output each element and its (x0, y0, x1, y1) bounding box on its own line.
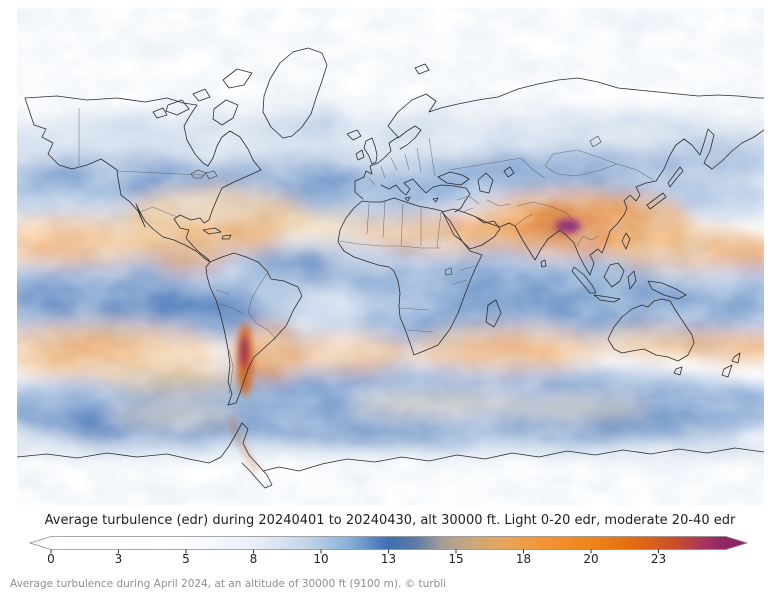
colorbar-svg (28, 536, 749, 554)
coast-black-sea (437, 171, 470, 186)
coast-asia (475, 128, 764, 276)
turbulence-hotspots (229, 219, 581, 471)
lakes (190, 135, 602, 276)
map-canvas (17, 8, 764, 505)
colorbar-tick-label: 20 (583, 552, 599, 566)
colorbar (0, 536, 780, 556)
coast-greenland (262, 47, 328, 139)
colorbar-tick-label: 23 (650, 552, 667, 566)
coast-africa (337, 197, 483, 356)
coast-japan (646, 166, 684, 210)
colorbar-tick-label: 5 (182, 552, 190, 566)
colorbar-tick-label: 15 (448, 552, 464, 566)
hotspot-andes-core (239, 336, 249, 368)
coast-australia (607, 298, 695, 362)
coast-southeast-asia-islands (571, 232, 687, 303)
colorbar-gradient-bar (28, 536, 749, 550)
colorbar-tick-label: 8 (249, 552, 258, 566)
coastlines (17, 47, 764, 489)
coast-europe-arctic-russia (354, 77, 764, 200)
coast-north-america (24, 95, 262, 263)
colorbar-tick-label: 18 (515, 552, 532, 566)
coast-caribbean (202, 227, 232, 240)
colorbar-tick-marks (50, 549, 659, 554)
colorbar-tick-label: 10 (313, 552, 329, 566)
coast-tasmania-new-zealand (673, 352, 741, 378)
coast-antarctica-west (17, 422, 273, 489)
colorbar-tick-label: 0 (47, 552, 55, 566)
coast-med-islands (404, 196, 439, 203)
coast-arabia (441, 208, 501, 250)
coast-arctic-islands (152, 68, 253, 126)
noise-texture-blue (17, 8, 764, 505)
chart-title: Average turbulence (edr) during 20240401… (44, 513, 736, 528)
coast-madagascar (485, 299, 502, 328)
coast-antarctica-east (262, 447, 764, 472)
coast-british-isles (355, 137, 378, 165)
country-borders (78, 108, 654, 395)
colorbar-tick-label: 13 (380, 552, 397, 566)
colorbar-tick-label: 3 (114, 552, 123, 566)
coast-south-america (205, 252, 303, 406)
caption: Average turbulence during April 2024, at… (10, 578, 447, 590)
coast-caspian-aral (477, 166, 515, 194)
coast-sri-lanka (540, 259, 547, 268)
coast-baltic (397, 125, 422, 150)
hotspot-tibet (555, 219, 581, 233)
coast-iceland-svalbard (346, 63, 430, 141)
hotspot-antarctic-peninsula (229, 419, 259, 471)
coast-mediterranean-north (380, 178, 471, 213)
world-turbulence-map (17, 8, 764, 505)
